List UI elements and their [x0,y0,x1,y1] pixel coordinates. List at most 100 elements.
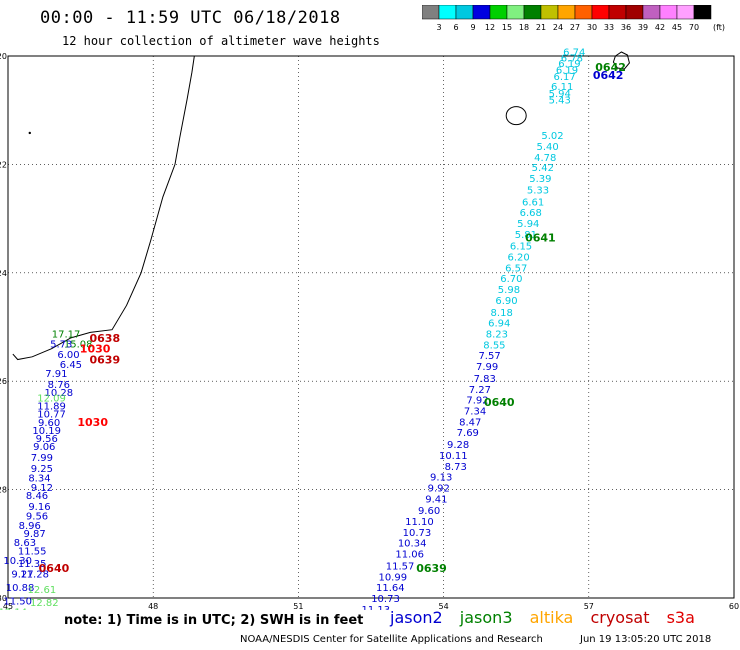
wave-height-value: 6.57 [505,263,527,274]
wave-height-value: 7.27 [469,385,491,396]
lon-tick-label: 60 [729,602,739,610]
pass-time-label: 0642 [595,61,626,74]
wave-height-value: 6.00 [57,350,79,361]
color-scale-bar: 3 6 9 12 15 18 21 24 27 30 33 36 39 42 45 70 (ft) [422,5,725,32]
wave-height-value: 11.57 [386,561,415,572]
wave-height-value: 5.43 [549,95,571,106]
wave-height-value: 12.14 [0,608,27,610]
legend-cryosat: cryosat [590,608,650,627]
wave-height-value: 6.15 [510,242,532,253]
wave-height-value: 7.69 [457,428,479,439]
legend-s3a: s3a [666,608,695,627]
wave-height-value: 8.96 [19,521,41,532]
wave-height-value: 5.73 [50,339,72,350]
colorbar-label: 24 [553,23,563,32]
wave-height-value: 9.27 [11,570,33,581]
wave-height-value: 9.28 [447,440,469,451]
wave-height-value: 11.13 [362,605,391,610]
colorbar-label: 30 [587,23,597,32]
wave-height-value: 10.77 [37,410,66,421]
wave-height-value: 11.10 [405,517,434,528]
wave-height-value: 9.06 [33,442,55,453]
wave-height-value: 9.56 [26,512,48,523]
colorbar-label: 45 [672,23,682,32]
wave-height-value: 10.73 [403,528,432,539]
map-frame [7,55,735,599]
colorbar-label: 3 [436,23,441,32]
colorbar-label: 9 [470,23,475,32]
colorbar-label: 70 [689,23,699,32]
pass-time-label: 1030 [80,343,111,356]
wave-height-value: 6.61 [522,197,544,208]
wave-height-value: 6.68 [520,208,542,219]
footer-credit: NOAA/NESDIS Center for Satellite Applica… [240,634,543,645]
wave-height-value: 6.74 [563,48,585,59]
wave-height-value: 8.46 [26,491,48,502]
pass-time-label: 0641 [525,232,556,245]
pass-time-label: 0639 [89,354,120,367]
wave-height-value: 6.45 [60,360,82,371]
wave-height-value: 5.40 [537,142,559,153]
pass-time-label: 0638 [89,332,120,345]
wave-height-value: 6.19 [556,66,578,77]
wave-height-map: 454851545760-20-22-24-26-28-306.746.786.… [0,48,739,610]
mauritius-island [612,51,630,70]
colorbar-swatch [693,5,712,20]
wave-height-value: 11.28 [20,570,49,581]
pass-time-label: 0640 [39,562,70,575]
colorbar-label: 39 [638,23,648,32]
wave-height-value: 6.78 [561,54,583,65]
wave-height-value: 11.35 [18,559,47,570]
wave-height-value: 4.78 [534,153,556,164]
wave-height-value: 10.73 [371,594,400,605]
wave-height-value: 11.55 [18,546,47,557]
wave-height-value: 8.23 [486,330,508,341]
lon-tick-label: 48 [148,602,158,610]
wave-height-value: 15.08 [64,339,93,350]
legend-altika: altika [529,608,574,627]
wave-height-value: 7.99 [476,362,498,373]
lat-tick-label: -22 [0,160,7,169]
wave-height-value: 9.12 [31,483,53,494]
wave-height-value: 5.42 [532,163,554,174]
wave-height-value: 5.81 [515,230,537,241]
lat-tick-label: -26 [0,377,7,386]
colorbar-label: 15 [502,23,512,32]
lon-tick-label: 54 [439,602,449,610]
wave-height-value: 9.92 [428,483,450,494]
wave-height-value: 5.33 [527,185,549,196]
wave-height-value: 7.83 [474,374,496,385]
map-subtitle: 12 hour collection of altimeter wave hei… [62,34,380,48]
wave-height-value: 11.64 [376,583,405,594]
colorbar-label: 33 [604,23,614,32]
wave-height-value: 8.18 [491,308,513,319]
wave-height-value: 10.28 [44,388,73,399]
lon-tick-label: 45 [3,602,13,610]
pass-time-label: 0640 [484,396,515,409]
map-note: note: 1) Time is in UTC; 2) SWH is in fe… [64,613,364,628]
wave-height-value: 8.55 [483,340,505,351]
pass-time-label: 1030 [77,416,108,429]
wave-height-value: 10.30 [3,556,32,567]
wave-height-value: 10.11 [439,451,468,462]
wave-height-value: 9.56 [36,434,58,445]
wave-height-value: 8.63 [14,538,36,549]
wave-height-value: 6.19 [558,59,580,70]
legend-jason2: jason2 [390,608,443,627]
colorbar-label: 18 [519,23,529,32]
colorbar-label: 21 [536,23,546,32]
reunion-island [505,106,527,126]
islet [28,131,31,135]
wave-height-value: 11.89 [37,402,66,413]
colorbar-label: 12 [485,23,495,32]
colorbar-label: 36 [621,23,631,32]
wave-height-value: 9.13 [430,473,452,484]
wave-height-value: 5.02 [541,131,563,142]
wave-height-value: 5.94 [517,219,539,230]
wave-height-value: 12.82 [30,598,59,609]
wave-height-value: 9.60 [38,418,60,429]
lon-tick-label: 57 [584,602,594,610]
wave-height-value: 8.47 [459,417,481,428]
wave-height-value: 9.41 [425,494,447,505]
wave-height-value: 8.34 [28,474,50,485]
